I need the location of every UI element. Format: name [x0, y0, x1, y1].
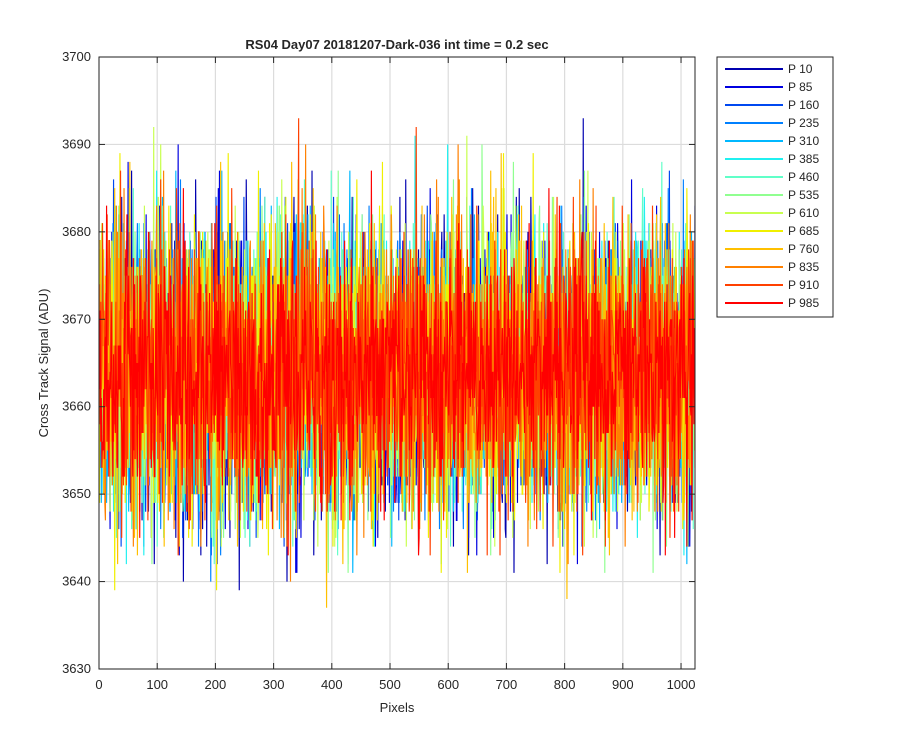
legend-label: P 460	[788, 170, 819, 184]
x-tick-label: 200	[205, 677, 227, 692]
ticks: 0 100 200 300 400 500 600 700 800 900 1000 3630 3640…	[62, 49, 695, 692]
legend-label: P 310	[788, 134, 819, 148]
x-tick-label: 800	[554, 677, 576, 692]
axes-box	[98, 56, 696, 670]
legend-label: P 535	[788, 188, 819, 202]
legend-label: P 610	[788, 206, 819, 220]
legend-label: P 385	[788, 152, 819, 166]
x-tick-label: 500	[379, 677, 401, 692]
y-tick-label: 3650	[62, 486, 91, 501]
legend-label: P 835	[788, 260, 819, 274]
x-tick-label: 300	[263, 677, 285, 692]
series-line	[99, 170, 695, 556]
y-tick-label: 3680	[62, 224, 91, 239]
x-tick-label: 1000	[667, 677, 696, 692]
y-tick-label: 3670	[62, 311, 91, 326]
legend-label: P 10	[788, 62, 813, 76]
plot-series	[99, 118, 695, 608]
legend-box	[716, 56, 834, 318]
legend-label: P 760	[788, 242, 819, 256]
y-axis-label: Cross Track Signal (ADU)	[36, 289, 51, 438]
y-tick-label: 3640	[62, 574, 91, 589]
legend: P 10 P 85 P 160 P 235 P 310 P 385 P 460 P 535 P …	[716, 56, 834, 318]
legend-label: P 985	[788, 296, 819, 310]
x-tick-label: 100	[146, 677, 168, 692]
x-axis-label: Pixels	[380, 700, 415, 715]
chart-title: RS04 Day07 20181207-Dark-036 int time = …	[245, 37, 548, 52]
legend-label: P 685	[788, 224, 819, 238]
x-tick-label: 0	[95, 677, 102, 692]
legend-label: P 910	[788, 278, 819, 292]
y-tick-label: 3690	[62, 136, 91, 151]
legend-label: P 160	[788, 98, 819, 112]
y-tick-label: 3660	[62, 399, 91, 414]
y-tick-label: 3700	[62, 49, 91, 64]
legend-label: P 235	[788, 116, 819, 130]
x-tick-label: 700	[496, 677, 518, 692]
x-tick-label: 900	[612, 677, 634, 692]
legend-label: P 85	[788, 80, 813, 94]
x-tick-label: 400	[321, 677, 343, 692]
y-tick-label: 3630	[62, 661, 91, 676]
x-tick-label: 600	[437, 677, 459, 692]
